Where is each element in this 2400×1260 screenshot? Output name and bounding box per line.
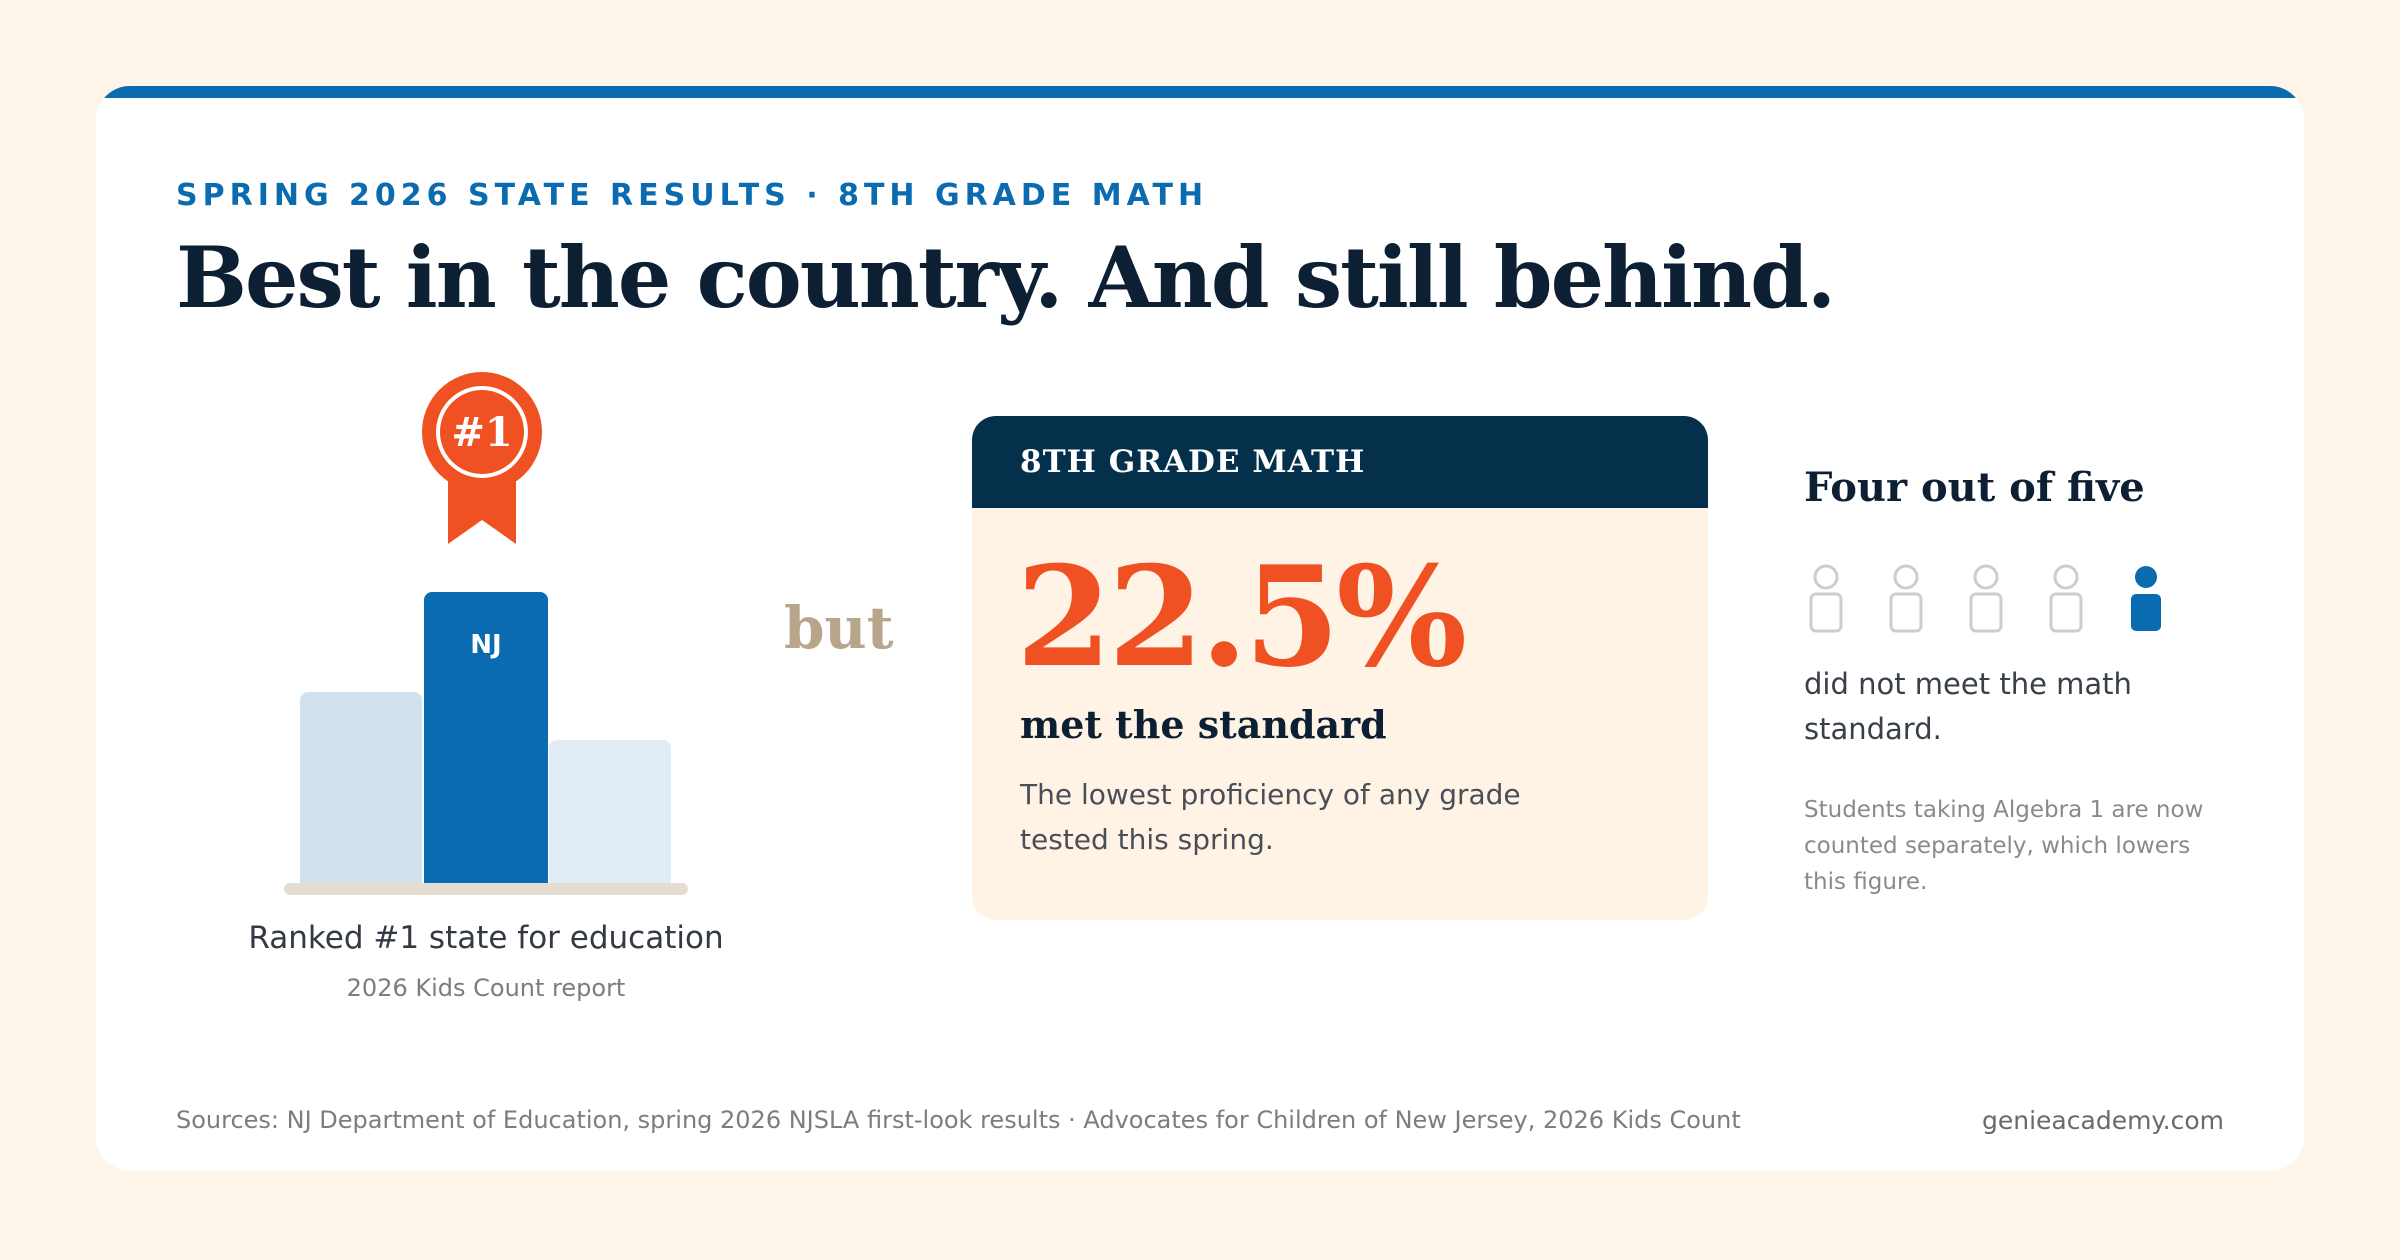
stat-card: 8TH GRADE MATH 22.5% met the standard Th… <box>972 416 1708 920</box>
stat-caption: met the standard <box>1020 702 1387 747</box>
stat-card-title: 8TH GRADE MATH <box>1020 444 1366 480</box>
stat-note: The lowest proficiency of any grade test… <box>1020 778 1521 856</box>
nj-bar-label: NJ <box>470 630 502 660</box>
infographic-card: SPRING 2026 STATE RESULTS · 8TH GRADE MA… <box>96 86 2304 1171</box>
stat-card-header: 8TH GRADE MATH <box>972 416 1708 508</box>
connector-word: but <box>784 594 894 662</box>
kicker-label: SPRING 2026 STATE RESULTS · 8TH GRADE MA… <box>176 178 1209 213</box>
person-icon <box>1888 564 1924 634</box>
ratio-title: Four out of five <box>1804 464 2145 511</box>
bar-baseline <box>284 883 688 895</box>
person-icon <box>1808 564 1844 634</box>
stat-value: 22.5% <box>1016 535 1467 698</box>
comparison-bar-left <box>300 692 422 892</box>
ratio-footnote: Students taking Algebra 1 are now counte… <box>1804 797 2204 895</box>
ratio-description: did not meet the math standard. <box>1804 667 2132 746</box>
ranking-label: Ranked #1 state for education <box>248 920 724 956</box>
top-accent-bar <box>96 86 2304 98</box>
ranking-source: 2026 Kids Count report <box>346 974 626 1002</box>
person-icon <box>1968 564 2004 634</box>
award-ribbon-icon: #1 <box>422 372 542 544</box>
site-link[interactable]: genieacademy.com <box>1982 1106 2224 1135</box>
page-title: Best in the country. And still behind. <box>176 228 1836 327</box>
comparison-bar-right <box>549 740 671 892</box>
badge-text: #1 <box>451 409 512 456</box>
person-icon <box>2048 564 2084 634</box>
person-icon-highlighted <box>2128 564 2164 634</box>
nj-bar <box>424 592 548 892</box>
sources-footer: Sources: NJ Department of Education, spr… <box>176 1106 1741 1134</box>
